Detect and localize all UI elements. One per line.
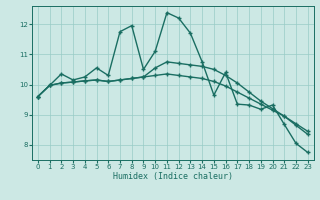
X-axis label: Humidex (Indice chaleur): Humidex (Indice chaleur) xyxy=(113,172,233,181)
